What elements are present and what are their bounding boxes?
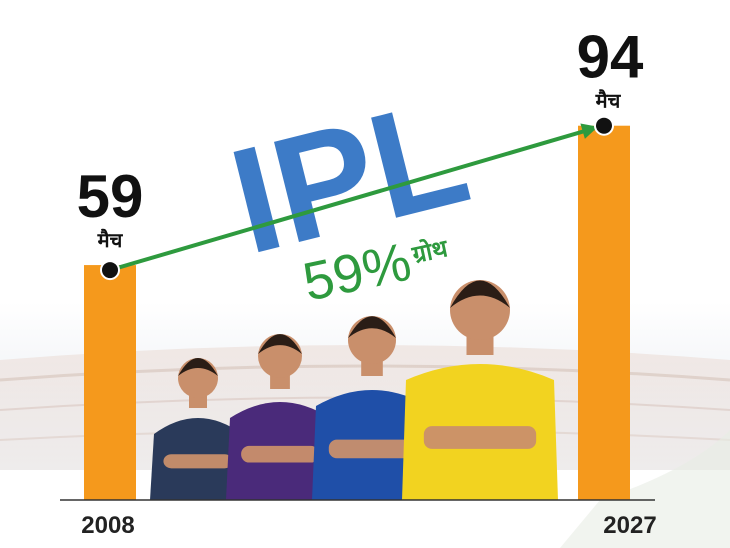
point-2008 bbox=[100, 260, 120, 281]
unit-label-2027: मैच bbox=[595, 89, 622, 113]
bar-2027 bbox=[578, 125, 630, 500]
x-tick-2027: 2027 bbox=[603, 512, 656, 539]
arrow-head bbox=[580, 123, 598, 139]
growth-arrow bbox=[100, 115, 614, 281]
x-tick-2008: 2008 bbox=[81, 512, 134, 539]
player-csk-icon bbox=[402, 280, 558, 500]
bars-group bbox=[84, 125, 630, 500]
player-kkr-icon bbox=[226, 334, 334, 500]
bar-2008 bbox=[84, 265, 136, 500]
arrow-line bbox=[109, 125, 597, 272]
players-group bbox=[150, 280, 558, 500]
point-2027 bbox=[594, 115, 614, 136]
value-label-2027: 94 bbox=[577, 24, 644, 91]
player-mi-icon bbox=[312, 316, 432, 500]
player-gt-icon bbox=[150, 358, 246, 500]
value-label-2008: 59 bbox=[77, 163, 144, 230]
unit-label-2008: मैच bbox=[97, 228, 124, 252]
